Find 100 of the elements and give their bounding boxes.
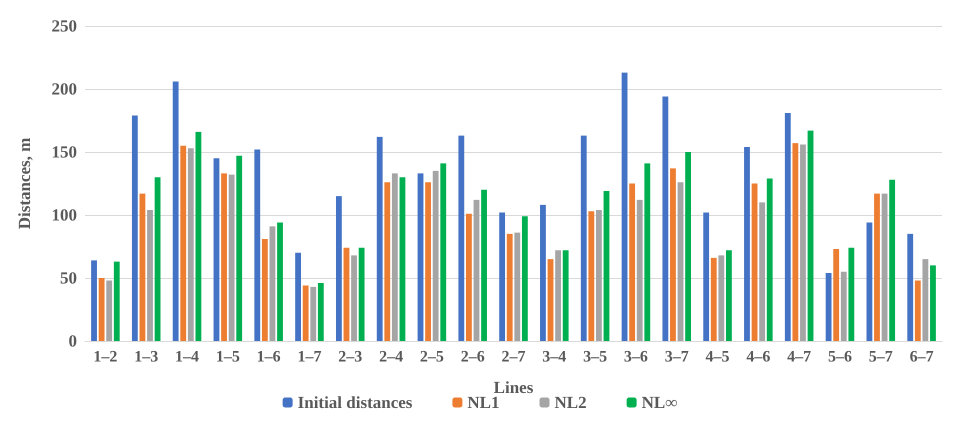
bar bbox=[678, 182, 684, 341]
bar bbox=[848, 248, 854, 341]
bar bbox=[889, 180, 896, 341]
y-tick-label: 0 bbox=[68, 332, 77, 350]
bar bbox=[596, 210, 602, 341]
y-tick-label: 50 bbox=[60, 268, 77, 288]
bar bbox=[195, 132, 202, 341]
bar bbox=[808, 130, 814, 341]
x-tick-label: 2–4 bbox=[379, 348, 404, 366]
x-tick-label: 2–5 bbox=[420, 348, 444, 366]
bar bbox=[351, 255, 357, 341]
bar bbox=[432, 170, 439, 341]
bar bbox=[440, 163, 446, 341]
bar bbox=[318, 283, 324, 341]
bar bbox=[580, 136, 587, 341]
bar bbox=[914, 280, 921, 341]
bar bbox=[506, 234, 513, 341]
bar bbox=[188, 148, 194, 341]
bar bbox=[277, 222, 283, 341]
bar bbox=[295, 252, 301, 341]
bar bbox=[800, 144, 806, 341]
x-tick-label: 3–4 bbox=[542, 348, 566, 366]
bar bbox=[474, 200, 480, 341]
x-tick-label: 3–7 bbox=[664, 348, 689, 366]
bar bbox=[384, 182, 390, 341]
bar bbox=[336, 196, 342, 341]
bar bbox=[376, 136, 383, 341]
bar bbox=[703, 212, 710, 341]
x-tick-label: 6–7 bbox=[910, 348, 934, 366]
bar bbox=[221, 173, 227, 341]
bar bbox=[922, 259, 928, 341]
bar bbox=[481, 190, 487, 341]
bar bbox=[833, 249, 840, 341]
x-tick-label: 1–2 bbox=[93, 348, 118, 366]
bar bbox=[270, 226, 276, 341]
x-tick-label: 4–7 bbox=[787, 348, 812, 366]
bar bbox=[759, 202, 766, 341]
x-tick-label: 1–7 bbox=[297, 348, 322, 366]
x-tick-label: 1–4 bbox=[175, 348, 200, 366]
bar bbox=[662, 96, 668, 341]
bar bbox=[358, 248, 365, 341]
bar bbox=[310, 286, 316, 341]
bar bbox=[514, 232, 520, 341]
bar bbox=[930, 265, 936, 341]
bar bbox=[458, 136, 464, 341]
bar bbox=[726, 250, 732, 341]
bar bbox=[499, 212, 506, 341]
bar bbox=[114, 262, 120, 341]
x-tick-label: 3–5 bbox=[583, 348, 608, 366]
bar bbox=[636, 200, 643, 341]
y-tick-label: 150 bbox=[52, 142, 77, 162]
bar bbox=[670, 168, 676, 341]
bar bbox=[132, 115, 138, 341]
bar bbox=[302, 286, 309, 341]
bar bbox=[562, 250, 569, 341]
bar bbox=[172, 81, 179, 341]
bar bbox=[147, 210, 153, 341]
x-tick-label: 4–5 bbox=[706, 348, 730, 366]
bar bbox=[106, 280, 112, 341]
bar bbox=[344, 248, 350, 341]
x-tick-label: 1–3 bbox=[134, 348, 158, 366]
bar bbox=[766, 178, 773, 341]
bar bbox=[866, 222, 872, 341]
bar bbox=[685, 152, 692, 341]
x-tick-label: 2–3 bbox=[338, 348, 362, 366]
x-tick-label: 5–6 bbox=[828, 348, 852, 366]
bar bbox=[214, 158, 220, 341]
x-tick-label: 1–6 bbox=[256, 348, 281, 366]
bar bbox=[425, 182, 432, 341]
bar bbox=[392, 173, 398, 341]
bar bbox=[744, 146, 750, 341]
bar bbox=[418, 173, 424, 341]
bar bbox=[400, 177, 406, 341]
legend-label: NL∞ bbox=[642, 393, 678, 412]
bar bbox=[826, 272, 832, 341]
x-tick-label: 3–6 bbox=[624, 348, 648, 366]
legend-label: NL2 bbox=[554, 393, 587, 412]
bar bbox=[522, 216, 528, 341]
y-tick-label: 250 bbox=[52, 16, 77, 36]
bar bbox=[154, 177, 160, 341]
bar bbox=[752, 184, 758, 341]
y-axis-title: Distances, m bbox=[15, 138, 34, 230]
bar bbox=[180, 146, 186, 341]
bar bbox=[784, 112, 791, 341]
x-tick-label: 5–7 bbox=[868, 348, 893, 366]
legend-label: Initial distances bbox=[298, 393, 413, 412]
bar bbox=[710, 258, 717, 341]
bar bbox=[262, 238, 268, 341]
y-tick-label: 100 bbox=[52, 206, 77, 224]
bar bbox=[874, 194, 880, 341]
bar bbox=[254, 149, 260, 341]
bar bbox=[604, 191, 610, 341]
bar bbox=[236, 156, 242, 341]
bar bbox=[228, 174, 235, 341]
bar bbox=[882, 194, 888, 341]
bar bbox=[548, 259, 554, 341]
bar bbox=[907, 234, 914, 341]
bar bbox=[98, 278, 105, 341]
bar bbox=[466, 214, 472, 341]
x-tick-label: 1–5 bbox=[216, 348, 240, 366]
